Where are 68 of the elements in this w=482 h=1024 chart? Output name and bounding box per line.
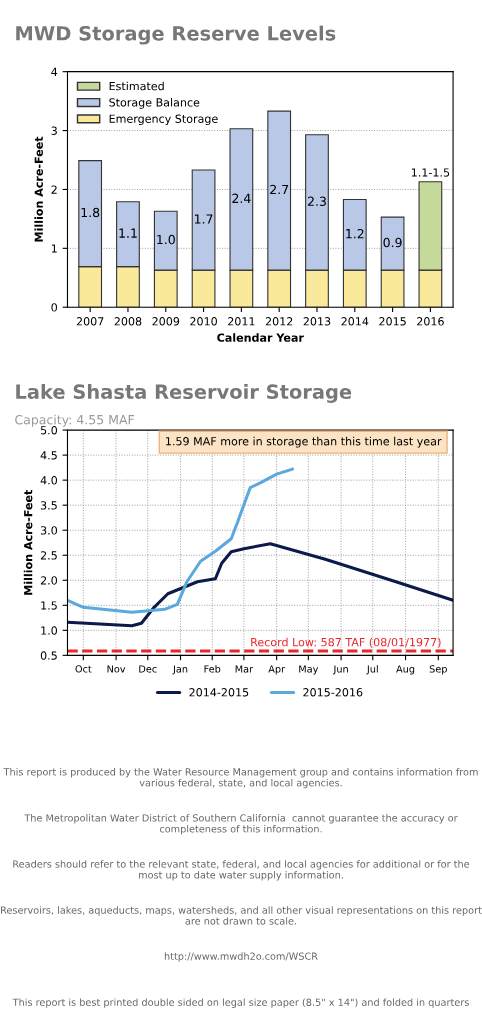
text: This report is best printed double sided on legal size paper (8.5" x 14") and folded in quarters [12,998,469,1008]
y-tick-label: 4.5 [40,451,57,460]
text: Readers should refer to the relevant state, federal, and local agencies for additional or for the most up to date water supply information. [13,860,470,881]
y-axis-title: Million Acre-Feet [23,489,33,595]
x-tick-label: 2008 [114,317,142,326]
x-tick-label: 2013 [303,317,331,326]
data-label: 1.2 [346,228,364,239]
x-tick-label: Mar [235,665,254,673]
data-label: 2.4 [232,193,251,203]
y-tick-label: 2.0 [40,576,58,585]
data-label: 1.1-1.5 [411,168,450,177]
y-tick-label: 4 [51,67,58,76]
text: The Metropolitan Water District of Southern California cannot guarantee the accuracy or completeness of this information. [24,814,458,835]
y-tick-label: 0 [51,303,58,312]
text: Reservoirs, lakes, aqueducts, maps, watersheds, and all other visual representations on this report are not drawn to scale. [1,906,482,925]
x-tick-label: 2016 [417,317,444,326]
legend-label: Storage Balance [109,97,200,109]
x-tick-label: Oct [75,665,92,673]
x-tick-label: 2014 [341,317,369,326]
y-tick-label: 3.5 [40,501,57,510]
x-axis-title: Calendar Year [217,333,304,342]
data-label: 2.3 [307,196,326,207]
x-tick-label: Apr [268,665,286,675]
y-tick-label: 5.0 [40,426,58,435]
text: This report is produced by the Water Resource Management group and contains information from various federal, state, and local agencies. [3,768,478,789]
x-tick-label: 2009 [152,317,180,326]
y-tick-label: 1.0 [41,626,58,635]
data-label: 1.0 [157,234,175,245]
y-tick-label: 1 [51,244,57,253]
x-tick-label: Jul [366,665,378,675]
line-series [67,542,454,628]
data-label: 0.9 [383,237,402,248]
data-label: 2.7 [270,184,289,195]
x-tick-label: Sep [429,665,447,675]
x-tick-label: Dec [139,665,157,673]
chart-subtitle: Capacity: 4.55 MAF [15,414,134,427]
ref-line-label: Record Low: 587 TAF (08/01/1977) [251,637,441,648]
data-label: 1.7 [195,214,213,224]
annotation: 1.59 MAF more in storage than this time last year [166,436,442,448]
legend-label: Emergency Storage [109,114,218,126]
y-tick-label: 0.5 [40,651,57,660]
x-tick-label: Aug [396,665,415,675]
legend-label: 2014-2015 [189,688,249,697]
y-tick-label: 3.0 [40,526,58,535]
x-tick-label: 2010 [190,317,217,326]
legend-label: 2015-2016 [303,688,363,697]
y-axis-title: Million Acre-Feet [34,136,43,242]
x-tick-label: Nov [107,665,126,673]
x-tick-label: Jun [333,665,348,675]
text: http://www.mwdh2o.com/WSCR [164,952,318,962]
y-tick-label: 3 [51,126,57,135]
x-tick-label: Feb [204,665,221,673]
x-tick-label: 2012 [265,317,293,326]
y-tick-label: 4.0 [40,476,58,485]
y-tick-label: 2 [51,185,57,194]
chart-title: Lake Shasta Reservoir Storage [16,384,352,403]
x-tick-label: 2007 [76,317,104,326]
x-tick-label: Jan [172,665,188,675]
x-tick-label: 2015 [379,317,406,326]
line-series [67,467,295,614]
data-label: 1.1 [119,228,137,238]
y-tick-label: 1.5 [41,601,57,610]
legend-label: Estimated [109,81,164,91]
y-tick-label: 2.5 [40,551,57,560]
data-label: 1.8 [81,207,100,218]
x-tick-label: May [299,665,319,675]
chart-title: MWD Storage Reserve Levels [16,25,336,45]
x-tick-label: 2011 [228,317,255,326]
